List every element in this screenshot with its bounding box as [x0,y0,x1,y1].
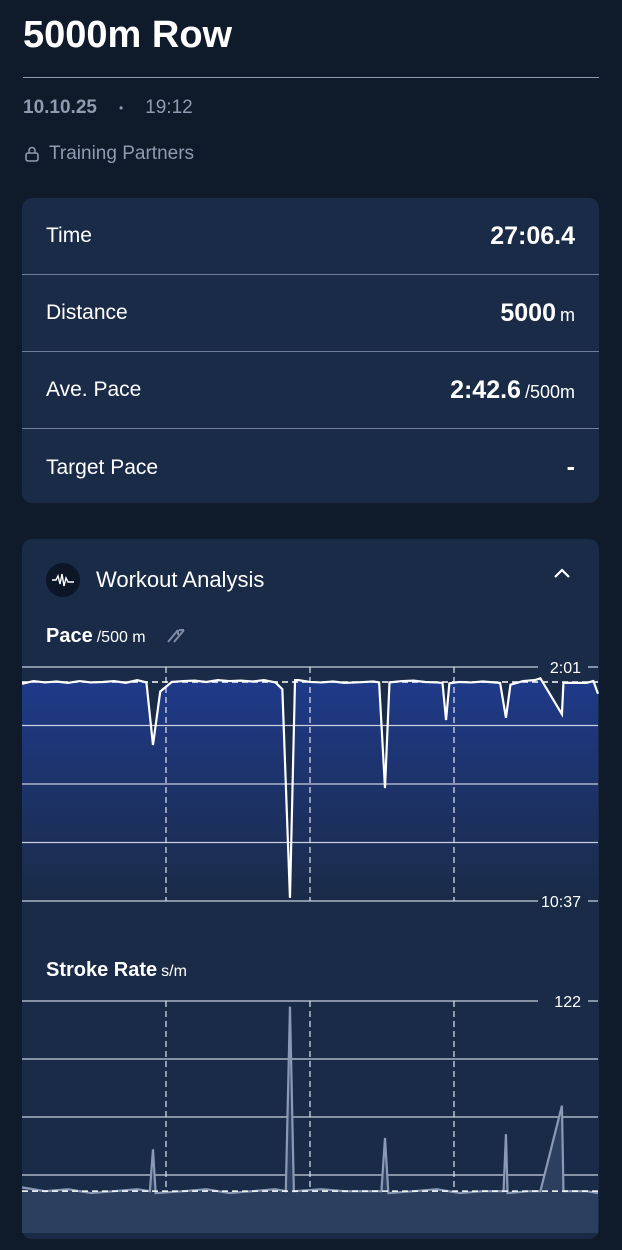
stat-value: - [566,453,575,481]
pace-chart: 2:01 10:37 [21,657,600,911]
stat-unit: /500m [524,381,575,402]
stat-row-pace: Ave. Pace 2:42.6/500m [22,352,599,429]
analysis-header[interactable]: Workout Analysis [46,563,264,597]
stroke-unit: s/m [161,963,187,980]
page-title: 5000m Row [23,14,233,56]
analysis-title: Workout Analysis [96,567,265,592]
pace-chart-title: Pace/500 m [46,625,189,648]
workout-time: 19:12 [145,97,193,118]
stat-row-target-pace: Target Pace - [22,429,599,506]
stat-label: Time [46,224,92,247]
pace-line [21,677,600,898]
stat-label: Ave. Pace [46,378,142,401]
stats-card: Time 27:06.4 Distance 5000 m Ave. Pace 2:42.… [22,198,599,503]
swap-icon[interactable] [165,625,189,645]
workout-meta: 10.10.25 • 19:12 [23,97,193,119]
workout-date: 10.10.25 [23,97,97,118]
stat-unit: m [560,304,575,325]
stat-value: 27:06.4 [490,221,575,250]
pace-unit: /500 m [96,629,146,646]
stroke-rate-chart: 122 [21,991,599,1233]
divider [23,77,599,78]
tick-bg [538,991,588,1011]
waveform-icon [46,563,80,597]
privacy-label: Training Partners [49,143,195,164]
stroke-chart-title: Stroke Rate s/m [46,959,187,981]
y-tick-label: 122 [554,994,581,1011]
y-tick-label: 10:37 [541,894,581,911]
lock-icon [25,146,39,162]
stroke-area [22,1006,598,1233]
stat-label: Distance [46,301,128,324]
tick-bg [538,891,588,911]
stat-value: 2:42.6 [450,375,521,404]
stat-row-time: Time 27:06.4 [22,198,599,275]
y-tick-label: 2:01 [550,660,581,677]
tick-bg [538,657,588,677]
separator: • [118,101,124,115]
stat-value: 5000 [500,298,556,327]
stat-row-distance: Distance 5000 m [22,275,599,352]
privacy-setting[interactable]: Training Partners [23,143,194,165]
chevron-up-icon[interactable] [553,567,571,579]
stat-label: Target Pace [46,455,159,479]
